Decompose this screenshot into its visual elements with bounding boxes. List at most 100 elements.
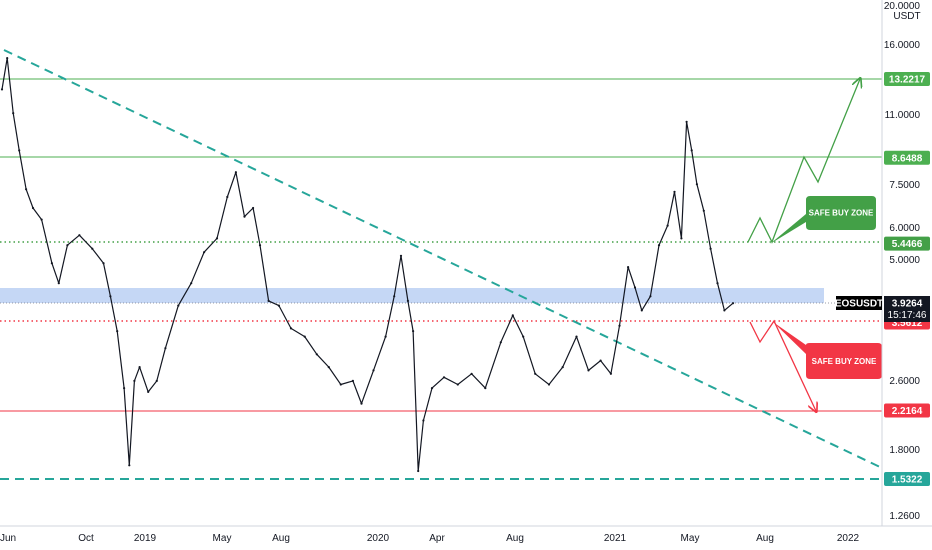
price-point bbox=[243, 215, 246, 218]
x-tick-label: May bbox=[681, 533, 700, 544]
price-point bbox=[91, 247, 94, 250]
price-point bbox=[695, 183, 699, 186]
price-point bbox=[522, 335, 525, 338]
price-point bbox=[640, 309, 643, 312]
price-tag-box bbox=[884, 236, 930, 251]
price-tag-label: 8.6488 bbox=[892, 153, 923, 164]
price-tag-13-2217: 13.2217 bbox=[884, 72, 930, 86]
price-point bbox=[50, 262, 54, 265]
price-point bbox=[384, 335, 387, 338]
price-tag-box bbox=[884, 150, 930, 165]
price-point bbox=[417, 469, 420, 473]
price-point bbox=[133, 379, 136, 382]
x-tick-label: 2022 bbox=[837, 533, 860, 544]
callout-safe-buy-zone-green: SAFE BUY ZONE bbox=[770, 196, 876, 244]
price-point bbox=[226, 195, 229, 199]
price-point bbox=[177, 304, 180, 307]
symbol-label: EOSUSDT bbox=[835, 299, 883, 310]
symbol-tag-box bbox=[836, 296, 882, 310]
price-point bbox=[470, 372, 473, 375]
y-tick-label: 20.0000 bbox=[884, 1, 921, 12]
price-point bbox=[327, 366, 330, 369]
x-tick-label: Aug bbox=[506, 533, 524, 544]
price-point bbox=[116, 330, 119, 333]
price-point bbox=[393, 295, 396, 298]
price-point bbox=[12, 112, 15, 115]
price-point bbox=[484, 387, 487, 390]
price-tags: 13.2217 8.6488 5.4466 3.5612 2.2164 1.5322 EOS… bbox=[835, 72, 930, 486]
descending-trendline bbox=[3, 49, 883, 469]
callout-safe-buy-zone-red: SAFE BUY ZONE bbox=[773, 322, 882, 379]
last-price-label: 3.9264 bbox=[892, 299, 923, 310]
price-point bbox=[547, 383, 551, 386]
price-point bbox=[0, 88, 4, 91]
price-point bbox=[723, 309, 726, 312]
countdown-label: 15:17:46 bbox=[888, 310, 927, 321]
price-tag-2-2164: 2.2164 bbox=[884, 403, 930, 418]
price-point bbox=[303, 335, 306, 338]
price-point bbox=[709, 247, 712, 250]
price-point bbox=[57, 282, 60, 285]
price-point bbox=[680, 237, 683, 240]
price-point bbox=[666, 224, 669, 227]
price-point bbox=[673, 190, 676, 193]
callout-label-green: SAFE BUY ZONE bbox=[809, 209, 874, 218]
price-point bbox=[289, 327, 293, 330]
price-point bbox=[267, 299, 270, 302]
price-point bbox=[716, 282, 719, 285]
price-point bbox=[258, 244, 262, 247]
price-point bbox=[587, 369, 590, 372]
price-point bbox=[190, 282, 193, 285]
price-point bbox=[406, 299, 409, 302]
price-point bbox=[109, 295, 112, 298]
price-series bbox=[0, 57, 735, 473]
y-tick-label: 1.2600 bbox=[889, 511, 920, 522]
price-point bbox=[690, 149, 693, 152]
price-tag-box bbox=[884, 72, 930, 86]
price-point bbox=[422, 419, 425, 422]
price-tag-5-4466: 5.4466 bbox=[884, 236, 930, 251]
support-zone bbox=[0, 288, 824, 303]
price-point bbox=[442, 376, 446, 379]
price-point bbox=[40, 218, 43, 221]
time-axis[interactable]: Jun Oct 2019 May Aug 2020 Apr Aug 2021 May Aug 2022 bbox=[0, 533, 860, 544]
price-point bbox=[18, 149, 21, 152]
x-tick-label: May bbox=[213, 533, 232, 544]
price-point bbox=[78, 234, 81, 237]
y-tick-label: 16.0000 bbox=[884, 40, 921, 51]
price-point bbox=[511, 314, 514, 317]
price-point bbox=[575, 335, 578, 338]
price-point bbox=[685, 120, 688, 123]
price-point bbox=[399, 254, 403, 257]
price-point bbox=[138, 366, 141, 369]
price-point bbox=[351, 379, 354, 382]
price-point bbox=[31, 206, 35, 210]
price-point bbox=[649, 295, 652, 298]
price-tag-1-5322: 1.5322 bbox=[884, 472, 930, 486]
price-point bbox=[128, 464, 131, 467]
price-line bbox=[1, 57, 734, 472]
x-tick-label: Oct bbox=[78, 533, 94, 544]
x-tick-label: Aug bbox=[272, 533, 290, 544]
price-point bbox=[657, 244, 661, 247]
x-tick-label: Apr bbox=[429, 533, 445, 544]
price-point bbox=[315, 353, 318, 356]
price-point bbox=[203, 251, 206, 254]
price-point bbox=[164, 347, 167, 350]
bullish-projection-path bbox=[747, 79, 860, 244]
y-tick-label: 6.0000 bbox=[889, 223, 920, 234]
y-tick-label: 2.6000 bbox=[889, 376, 920, 387]
price-point bbox=[252, 206, 255, 210]
price-point bbox=[155, 379, 158, 382]
price-tag-label: 1.5322 bbox=[892, 475, 923, 486]
price-point bbox=[102, 262, 105, 265]
price-point bbox=[499, 341, 502, 344]
price-point bbox=[627, 266, 630, 269]
price-point bbox=[25, 188, 28, 191]
x-tick-label: 2021 bbox=[604, 533, 627, 544]
price-tag-box bbox=[884, 472, 930, 486]
price-point bbox=[618, 324, 621, 327]
y-tick-label: 7.5000 bbox=[889, 180, 920, 191]
callout-label-red: SAFE BUY ZONE bbox=[812, 357, 877, 366]
